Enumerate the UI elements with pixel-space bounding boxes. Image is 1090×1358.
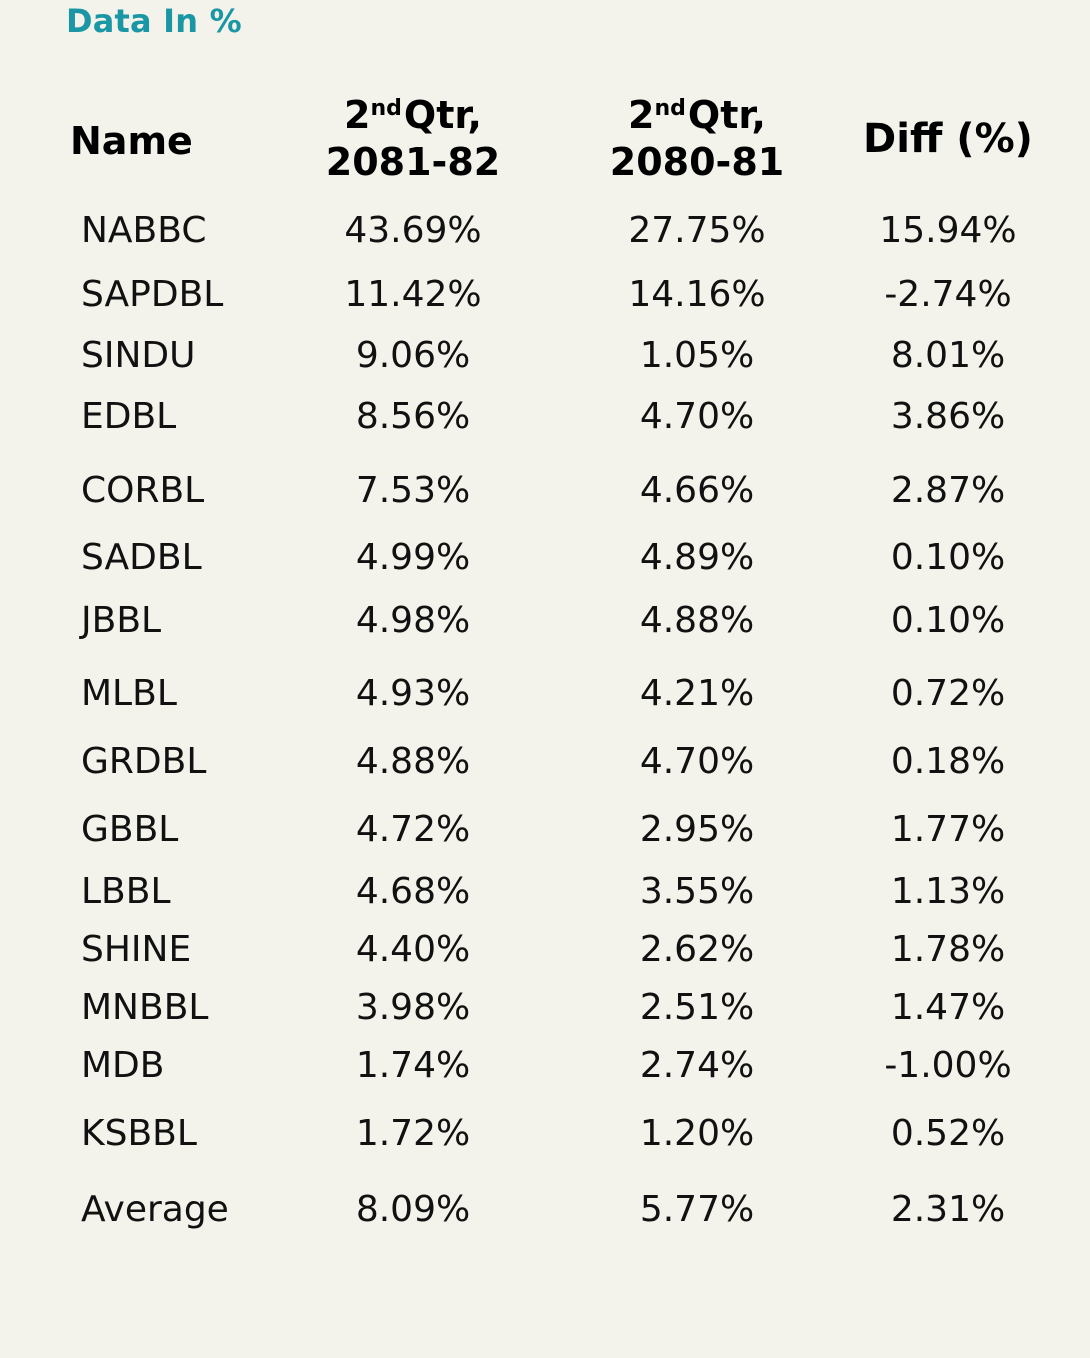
- bank-name-cell: SINDU: [81, 335, 196, 376]
- bank-name-cell: GBBL: [81, 809, 179, 850]
- header-q2-num: 2: [628, 93, 655, 137]
- bank-name-cell: MNBBL: [81, 987, 209, 1028]
- diff-cell: 2.87%: [890, 470, 1006, 511]
- q2-2080-81-cell: 4.66%: [639, 470, 755, 511]
- table-row: MNBBL 3.98% 2.51% 1.47%: [0, 983, 1090, 1033]
- data-caption: Data In %: [66, 2, 242, 40]
- q2-2080-81-cell: 5.77%: [639, 1189, 755, 1230]
- table-row: SADBL 4.99% 4.89% 0.10%: [0, 533, 1090, 583]
- bank-name-cell: Average: [81, 1189, 229, 1230]
- header-q2-period: 2080-81: [609, 140, 785, 184]
- diff-cell: 3.86%: [890, 396, 1006, 437]
- table-row: NABBC 43.69% 27.75% 15.94%: [0, 206, 1090, 256]
- q2-2080-81-cell: 4.88%: [639, 600, 755, 641]
- bank-name-cell: SAPDBL: [81, 274, 224, 315]
- table-row: GRDBL 4.88% 4.70% 0.18%: [0, 737, 1090, 787]
- header-quarter-2080-81: 2ndQtr, 2080-81: [584, 92, 810, 186]
- header-q2-word: Qtr,: [687, 93, 766, 137]
- q2-2081-82-cell: 1.74%: [355, 1045, 471, 1086]
- q2-2081-82-cell: 8.09%: [355, 1189, 471, 1230]
- table-row: JBBL 4.98% 4.88% 0.10%: [0, 596, 1090, 646]
- q2-2080-81-cell: 4.70%: [639, 396, 755, 437]
- diff-cell: 2.31%: [890, 1189, 1006, 1230]
- header-q1-period: 2081-82: [325, 140, 501, 184]
- q2-2080-81-cell: 2.74%: [639, 1045, 755, 1086]
- bank-name-cell: JBBL: [81, 600, 162, 641]
- q2-2080-81-cell: 4.21%: [639, 673, 755, 714]
- q2-2080-81-cell: 1.05%: [639, 335, 755, 376]
- q2-2081-82-cell: 3.98%: [355, 987, 471, 1028]
- q2-2081-82-cell: 4.68%: [355, 871, 471, 912]
- header-quarter-2081-82: 2ndQtr, 2081-82: [300, 92, 526, 186]
- table-row: EDBL 8.56% 4.70% 3.86%: [0, 392, 1090, 442]
- bank-name-cell: GRDBL: [81, 741, 207, 782]
- diff-cell: 0.10%: [890, 600, 1006, 641]
- q2-2081-82-cell: 4.99%: [355, 537, 471, 578]
- q2-2080-81-cell: 1.20%: [639, 1113, 755, 1154]
- q2-2080-81-cell: 2.95%: [639, 809, 755, 850]
- bank-name-cell: SADBL: [81, 537, 202, 578]
- header-q1-word: Qtr,: [403, 93, 482, 137]
- q2-2081-82-cell: 1.72%: [355, 1113, 471, 1154]
- q2-2080-81-cell: 3.55%: [639, 871, 755, 912]
- table-row: GBBL 4.72% 2.95% 1.77%: [0, 805, 1090, 855]
- q2-2080-81-cell: 4.89%: [639, 537, 755, 578]
- q2-2080-81-cell: 27.75%: [628, 210, 766, 251]
- header-q1-sup: nd: [370, 96, 402, 121]
- diff-cell: 1.77%: [890, 809, 1006, 850]
- q2-2080-81-cell: 14.16%: [628, 274, 766, 315]
- diff-cell: 15.94%: [879, 210, 1017, 251]
- diff-cell: 8.01%: [890, 335, 1006, 376]
- diff-cell: -2.74%: [884, 274, 1012, 315]
- bank-name-cell: CORBL: [81, 470, 205, 511]
- average-row: Average 8.09% 5.77% 2.31%: [0, 1185, 1090, 1235]
- table-row: MLBL 4.93% 4.21% 0.72%: [0, 669, 1090, 719]
- q2-2081-82-cell: 4.98%: [355, 600, 471, 641]
- bank-name-cell: MLBL: [81, 673, 177, 714]
- q2-2081-82-cell: 7.53%: [355, 470, 471, 511]
- header-name: Name: [70, 119, 193, 163]
- table-row: KSBBL 1.72% 1.20% 0.52%: [0, 1109, 1090, 1159]
- diff-cell: 0.72%: [890, 673, 1006, 714]
- header-q1-num: 2: [344, 93, 371, 137]
- q2-2081-82-cell: 8.56%: [355, 396, 471, 437]
- q2-2081-82-cell: 11.42%: [344, 274, 482, 315]
- q2-2080-81-cell: 2.62%: [639, 929, 755, 970]
- diff-cell: 0.52%: [890, 1113, 1006, 1154]
- diff-cell: 0.10%: [890, 537, 1006, 578]
- bank-name-cell: EDBL: [81, 396, 177, 437]
- q2-2081-82-cell: 4.88%: [355, 741, 471, 782]
- table-row: SINDU 9.06% 1.05% 8.01%: [0, 331, 1090, 381]
- bank-name-cell: NABBC: [81, 210, 207, 251]
- q2-2081-82-cell: 4.40%: [355, 929, 471, 970]
- table-row: MDB 1.74% 2.74% -1.00%: [0, 1041, 1090, 1091]
- bank-name-cell: MDB: [81, 1045, 165, 1086]
- q2-2080-81-cell: 2.51%: [639, 987, 755, 1028]
- diff-cell: 1.13%: [890, 871, 1006, 912]
- diff-cell: 1.47%: [890, 987, 1006, 1028]
- bank-name-cell: LBBL: [81, 871, 171, 912]
- table-row: CORBL 7.53% 4.66% 2.87%: [0, 466, 1090, 516]
- table-header: Name 2ndQtr, 2081-82 2ndQtr, 2080-81 Dif…: [0, 92, 1090, 192]
- table-row: LBBL 4.68% 3.55% 1.13%: [0, 867, 1090, 917]
- table-row: SHINE 4.40% 2.62% 1.78%: [0, 925, 1090, 975]
- q2-2081-82-cell: 43.69%: [344, 210, 482, 251]
- bank-name-cell: SHINE: [81, 929, 192, 970]
- diff-cell: 0.18%: [890, 741, 1006, 782]
- q2-2081-82-cell: 4.93%: [355, 673, 471, 714]
- bank-name-cell: KSBBL: [81, 1113, 197, 1154]
- header-diff: Diff (%): [863, 116, 1033, 162]
- diff-cell: 1.78%: [890, 929, 1006, 970]
- q2-2081-82-cell: 4.72%: [355, 809, 471, 850]
- table-row: SAPDBL 11.42% 14.16% -2.74%: [0, 270, 1090, 320]
- header-q2-sup: nd: [654, 96, 686, 121]
- diff-cell: -1.00%: [884, 1045, 1012, 1086]
- q2-2080-81-cell: 4.70%: [639, 741, 755, 782]
- q2-2081-82-cell: 9.06%: [355, 335, 471, 376]
